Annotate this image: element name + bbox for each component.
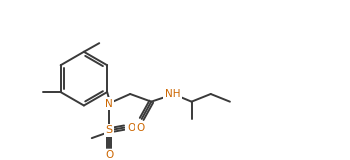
Text: N: N bbox=[105, 99, 113, 109]
Text: O: O bbox=[136, 123, 145, 133]
Text: S: S bbox=[105, 125, 113, 136]
Text: NH: NH bbox=[164, 89, 180, 99]
Text: O: O bbox=[105, 150, 113, 160]
Text: O: O bbox=[127, 123, 135, 133]
